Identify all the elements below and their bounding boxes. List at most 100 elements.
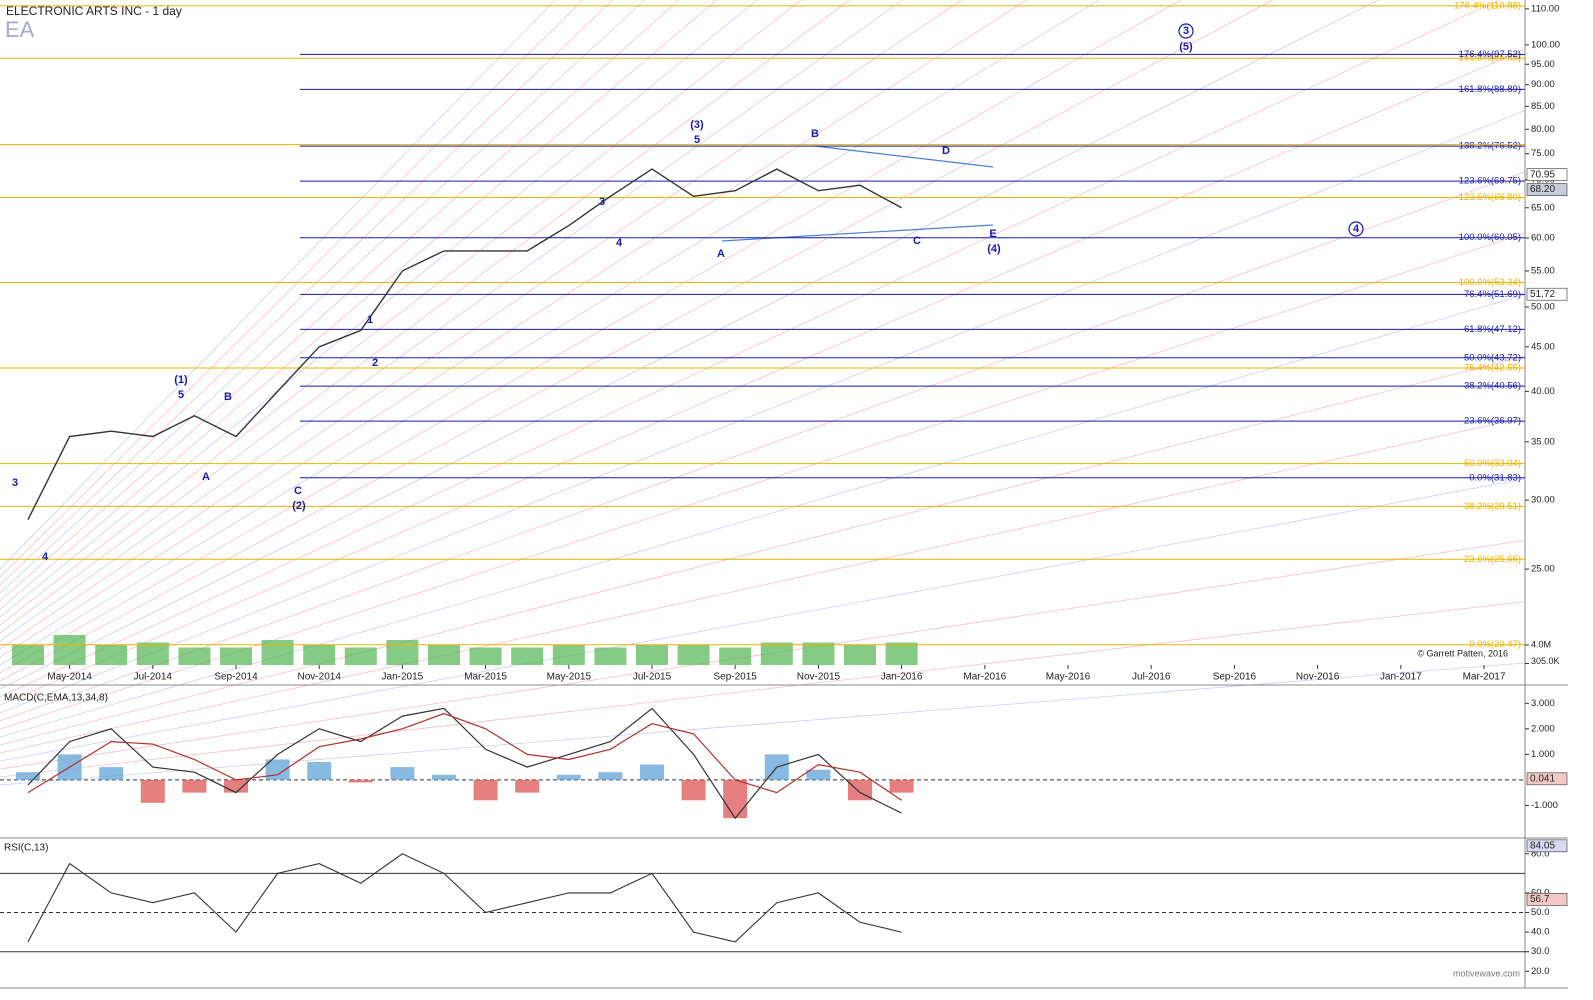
- volume-bar: [261, 640, 294, 665]
- volume-bar: [386, 640, 419, 665]
- trend-line: [721, 224, 994, 242]
- x-tick-label: Jul-2014: [134, 672, 173, 683]
- fan-line: [0, 0, 614, 586]
- volume-bar: [594, 647, 627, 665]
- wave-label: B: [224, 391, 232, 403]
- histogram-bar: [598, 772, 623, 780]
- y-tick-label: 30.00: [1531, 495, 1555, 506]
- fan-line: [0, 0, 1274, 682]
- x-tick-label: May-2015: [547, 672, 592, 683]
- wave-label: (2): [292, 500, 306, 512]
- rsi-title: RSI(C,13): [4, 843, 48, 854]
- fan-line: [0, 48, 1526, 706]
- fan-line: [0, 0, 851, 634]
- fib-label: 161.8%(96.53): [1459, 53, 1521, 64]
- y-tick-label: -1.000: [1531, 800, 1558, 811]
- histogram-bar: [265, 759, 290, 780]
- y-tick-label: 85.00: [1531, 101, 1555, 112]
- histogram-bar: [432, 774, 456, 780]
- wave-label: 4: [42, 551, 49, 563]
- fib-label: 50.0%(43.72): [1464, 352, 1521, 363]
- fib-label: 176.4%(110.88): [1454, 0, 1521, 11]
- histogram-bar: [473, 779, 498, 801]
- y-tick-label: 60.0: [1531, 887, 1550, 898]
- histogram-bar: [556, 774, 581, 780]
- histogram-bar: [348, 779, 373, 783]
- fib-label: 23.6%(25.66): [1464, 554, 1521, 565]
- x-tick-label: Jan-2017: [1380, 672, 1422, 683]
- volume-tick-label: 4.0M: [1531, 639, 1551, 649]
- fan-line: [0, 0, 802, 626]
- fan-line: [0, 0, 1100, 666]
- trend-line: [814, 145, 994, 168]
- y-tick-label: 95.00: [1531, 59, 1555, 70]
- fib-label: 76.4%(42.55): [1464, 363, 1521, 374]
- volume-bar: [511, 647, 544, 665]
- price-line: [27, 168, 902, 520]
- value-label: 84.05: [1530, 840, 1555, 851]
- x-tick-label: Nov-2015: [797, 672, 841, 683]
- x-tick-label: Nov-2016: [1296, 672, 1340, 683]
- fan-line: [0, 0, 1379, 690]
- fib-label: 61.8%(47.12): [1464, 324, 1521, 335]
- wave-label: 1: [367, 314, 373, 326]
- macd-title: MACD(C,EMA,13,34,8): [4, 693, 108, 704]
- value-box: [1526, 168, 1568, 181]
- histogram-bar: [723, 779, 748, 819]
- volume-bar: [303, 645, 336, 665]
- fib-label: 38.2%(40.56): [1464, 381, 1521, 392]
- histogram-bar: [307, 762, 332, 780]
- fib-label: 50.0%(33.04): [1464, 458, 1521, 469]
- value-box: [1526, 893, 1568, 906]
- wave-label: 3: [1183, 25, 1189, 37]
- x-tick-label: Jul-2015: [633, 672, 672, 683]
- x-tick-label: Sep-2015: [714, 672, 758, 683]
- wave-label: 4: [1353, 223, 1360, 235]
- fan-line: [0, 662, 1526, 786]
- y-tick-label: 50.00: [1531, 302, 1555, 313]
- fan-line: [0, 0, 584, 578]
- histogram-bar: [515, 779, 540, 793]
- wave-label: 5: [694, 134, 700, 146]
- fib-label: 123.6%(66.80): [1459, 192, 1521, 203]
- wave-label: 5: [178, 389, 184, 401]
- y-tick-label: 2.000: [1531, 723, 1555, 734]
- fan-line: [0, 478, 1526, 762]
- fib-label: 176.4%(97.52): [1459, 49, 1521, 60]
- wave-label: E: [989, 228, 996, 240]
- y-tick-label: 110.00: [1531, 3, 1559, 14]
- y-tick-label: 60.00: [1531, 233, 1555, 244]
- rsi-line: [27, 853, 902, 943]
- y-tick-label: 25.00: [1531, 564, 1555, 575]
- fib-label: 100.0%(53.34): [1459, 277, 1521, 288]
- fib-label: 0.0%(31.83): [1469, 472, 1521, 483]
- x-tick-label: Jul-2016: [1132, 672, 1171, 683]
- fan-lines: [0, 0, 1526, 786]
- wave-label: C: [294, 485, 302, 497]
- x-tick-label: Mar-2016: [963, 672, 1006, 683]
- volume-bar: [719, 647, 752, 665]
- wave-circle: [1178, 23, 1194, 39]
- x-tick-label: Jan-2016: [881, 672, 923, 683]
- y-tick-label: 30.0: [1531, 946, 1550, 957]
- fan-line: [0, 0, 646, 594]
- fib-label: 123.6%(69.75): [1459, 176, 1521, 187]
- histogram-bar: [806, 769, 831, 780]
- value-box: [1526, 183, 1568, 196]
- volume-bar: [220, 647, 252, 665]
- volume-bar: [95, 645, 128, 665]
- chart-title: ELECTRONIC ARTS INC - 1 day: [6, 4, 182, 18]
- y-tick-label: 45.00: [1531, 341, 1555, 352]
- volume-bar: [885, 642, 918, 665]
- macd-line: [27, 707, 902, 820]
- volume-bar: [136, 642, 169, 665]
- y-tick-label: 40.0: [1531, 927, 1550, 938]
- x-tick-label: Sep-2014: [214, 672, 258, 683]
- fib-label: 161.8%(88.89): [1459, 84, 1521, 95]
- fib-label: 23.6%(36.97): [1464, 416, 1521, 427]
- histogram-bar: [224, 779, 248, 793]
- volume-bar: [636, 645, 668, 665]
- fan-line: [0, 110, 1526, 714]
